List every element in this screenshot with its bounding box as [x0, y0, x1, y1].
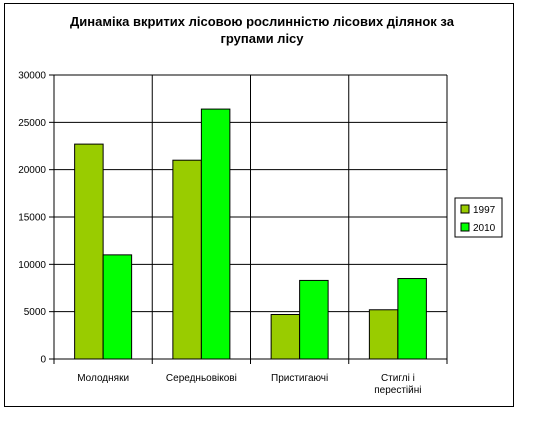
bar-1997-2	[270, 314, 301, 360]
legend-label-1997: 1997	[473, 205, 496, 216]
bar-1997-1	[172, 159, 202, 360]
y-tick-label-6: 30000	[18, 71, 46, 82]
y-tick-label-0: 0	[40, 355, 46, 366]
x-category-label-3-1: перестійні	[374, 385, 421, 396]
legend-label-2010: 2010	[473, 223, 496, 234]
legend-swatch-1997	[460, 204, 470, 214]
legend-swatch-2010	[460, 222, 470, 232]
y-tick-label-1: 5000	[24, 307, 47, 318]
chart-title-line-2: групами лісу	[220, 31, 304, 46]
y-tick-label-3: 15000	[18, 213, 46, 224]
bar-2010-2	[299, 279, 329, 360]
x-category-label-2-0: Пристигаючі	[271, 373, 328, 384]
y-tick-label-5: 25000	[18, 118, 46, 129]
x-category-label-3-0: Стиглі і	[381, 373, 415, 384]
bar-2010-3	[397, 278, 427, 360]
bar-2010-1	[200, 108, 231, 360]
x-category-label-1-0: Середньовікові	[166, 373, 237, 384]
x-category-label-0-0: Молодняки	[77, 373, 129, 384]
legend: 1997 2010	[454, 197, 503, 238]
bar-1997-3	[368, 309, 399, 360]
bar-1997-0	[74, 143, 104, 360]
plot-area: 0 5000 10000 15000 20000 25000 30000 Молодняки С…	[18, 71, 448, 396]
chart-title-line-1: Динаміка вкритих лісовою рослинністю ліс…	[70, 14, 455, 29]
bar-2010-0	[102, 254, 133, 360]
y-tick-label-4: 20000	[18, 165, 46, 176]
y-tick-label-2: 10000	[18, 260, 46, 271]
